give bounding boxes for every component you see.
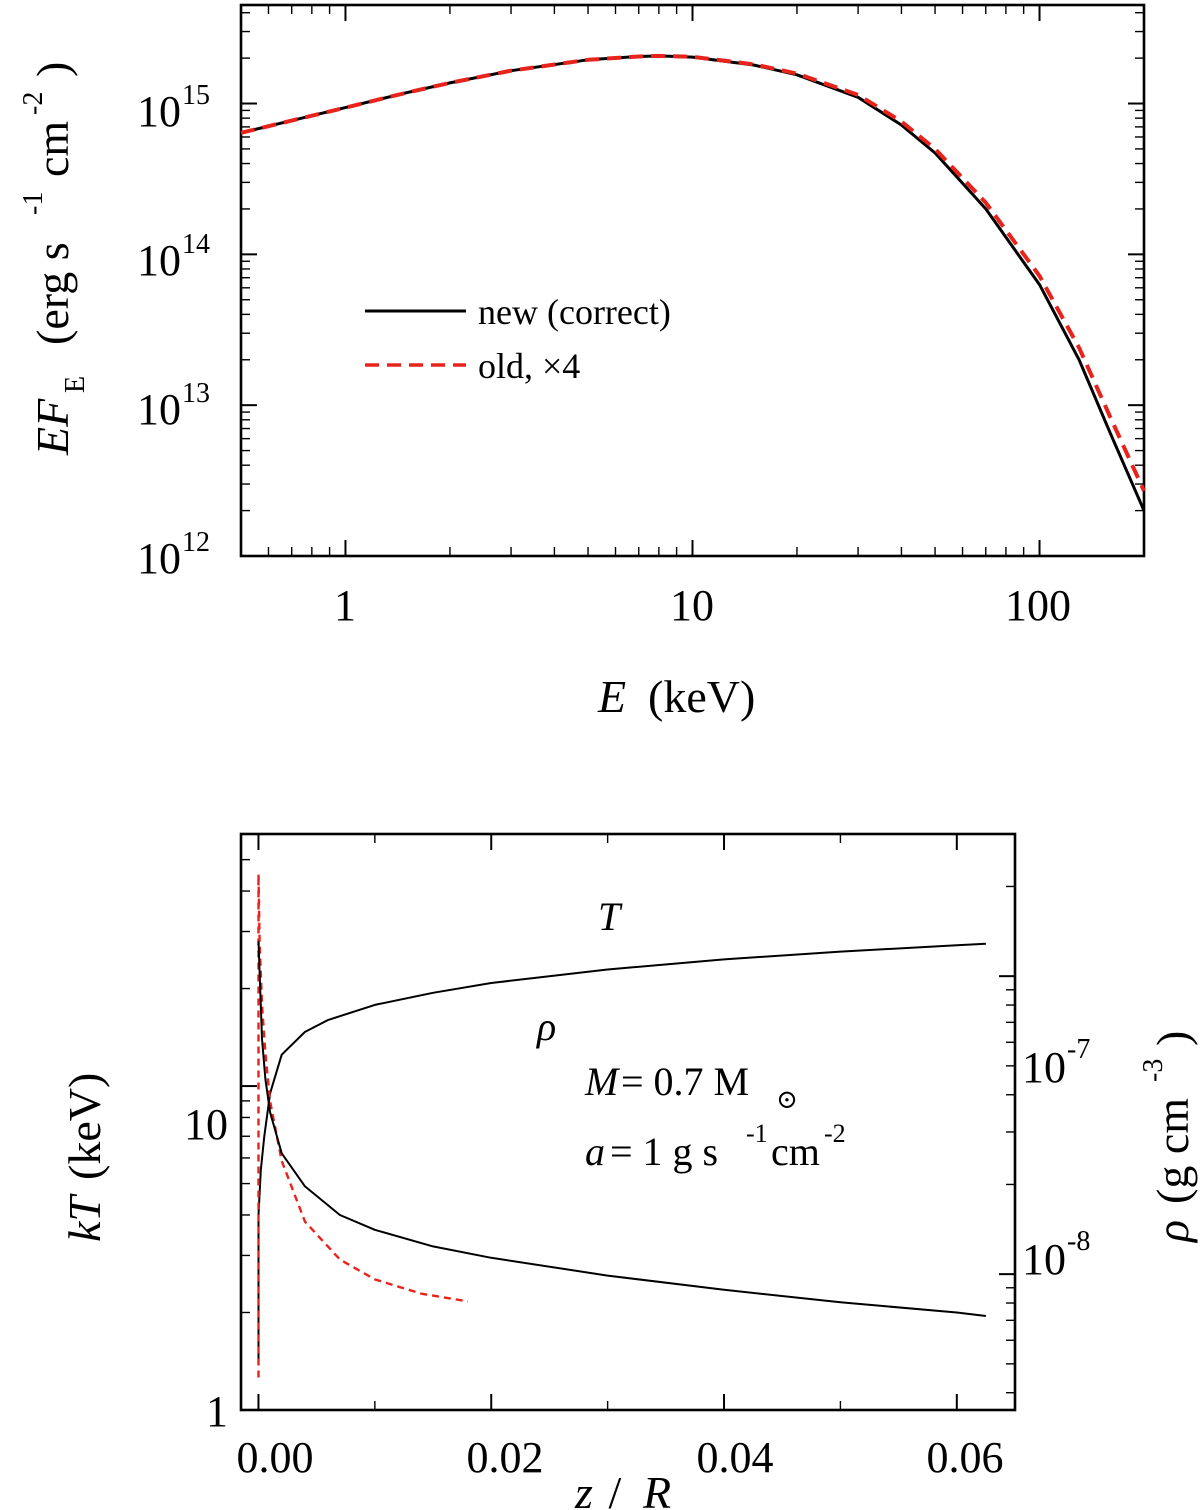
svg-text:= 0.7 M: = 0.7 M: [621, 1059, 749, 1104]
top-panel: 1 10 100 10 15 10 14 10 13 10 12 E (keV)…: [18, 3, 1146, 722]
svg-text:-1: -1: [18, 192, 49, 215]
bottom-right-ytick-label-1e-7: 10 -7: [1022, 1034, 1090, 1092]
svg-text:15: 15: [182, 80, 210, 111]
svg-text:EF: EF: [27, 398, 78, 456]
bottom-series-kT-upper: [257, 942, 986, 1363]
top-y-axis-label: EF E (erg s -1 cm -2 ): [18, 62, 91, 456]
svg-text:E: E: [60, 376, 91, 393]
top-ytick-label-1e15: 10 15: [137, 80, 210, 136]
svg-text:ρ: ρ: [1147, 1220, 1198, 1244]
top-xtick-label-1: 1: [334, 581, 356, 630]
bottom-xtick-label-0.04: 0.04: [697, 1433, 774, 1482]
svg-text:R: R: [642, 1467, 671, 1510]
svg-text:cm: cm: [771, 1129, 820, 1174]
top-x-axis-label: E (keV): [597, 671, 755, 722]
bottom-xtick-label-0: 0.00: [237, 1433, 314, 1482]
bottom-panel: 0.00 0.02 0.04 0.06 1 10 10 -7 10 -8 z /…: [59, 832, 1198, 1510]
svg-text:-8: -8: [1067, 1226, 1090, 1257]
annotation-rho-label: ρ: [535, 1004, 556, 1049]
svg-text:z: z: [574, 1467, 593, 1510]
bottom-xtick-label-0.02: 0.02: [467, 1433, 544, 1482]
top-series-old: [240, 53, 1146, 492]
svg-text:): ): [1147, 1031, 1198, 1046]
bottom-plot-frame: [239, 832, 1017, 1412]
bottom-series-rho: [257, 872, 469, 1378]
top-curves: [240, 53, 1146, 512]
legend-label-new: new (correct): [478, 292, 671, 332]
bottom-left-y-axis-label: kT (keV): [59, 1073, 110, 1242]
bottom-x-axis-label: z / R: [574, 1467, 671, 1510]
svg-text:10: 10: [137, 385, 181, 434]
svg-text:(keV): (keV): [648, 671, 755, 722]
bottom-curves: [257, 872, 987, 1378]
bottom-xtick-label-0.06: 0.06: [927, 1433, 1004, 1482]
svg-text:-2: -2: [18, 92, 49, 115]
svg-text:a: a: [585, 1129, 605, 1174]
top-plot-frame: [239, 3, 1146, 558]
svg-text:(g cm: (g cm: [1147, 1098, 1198, 1204]
svg-text:10: 10: [137, 87, 181, 136]
bottom-left-ytick-label-10: 10: [184, 1100, 228, 1149]
param-mass: M = 0.7 M ⊙: [584, 1059, 798, 1114]
svg-text:10: 10: [137, 534, 181, 583]
svg-text:= 1 g s: = 1 g s: [610, 1129, 718, 1174]
svg-text:⊙: ⊙: [776, 1085, 798, 1114]
svg-text:10: 10: [1022, 1043, 1066, 1092]
bottom-right-ytick-label-1e-8: 10 -8: [1022, 1226, 1090, 1284]
svg-text:cm: cm: [27, 121, 78, 177]
top-xtick-label-10: 10: [670, 581, 714, 630]
svg-text:/: /: [597, 1467, 633, 1510]
svg-text:kT: kT: [59, 1193, 110, 1242]
top-ticks: [240, 5, 1145, 557]
svg-text:-3: -3: [1138, 1059, 1169, 1082]
svg-text:10: 10: [137, 236, 181, 285]
annotation-T: T: [598, 894, 623, 939]
svg-text:13: 13: [182, 378, 210, 409]
svg-text:M: M: [584, 1059, 621, 1104]
svg-text:): ): [27, 62, 78, 77]
svg-text:14: 14: [182, 229, 210, 260]
param-accretion-rate: a = 1 g s -1 cm -2: [585, 1119, 846, 1174]
bottom-left-ytick-label-1: 1: [206, 1387, 228, 1436]
top-ytick-label-1e13: 10 13: [137, 378, 210, 434]
bottom-series-kT-lower: [257, 941, 987, 1317]
svg-text:12: 12: [182, 527, 210, 558]
svg-text:-7: -7: [1067, 1034, 1090, 1065]
svg-text:-2: -2: [824, 1119, 846, 1148]
top-ytick-label-1e14: 10 14: [137, 229, 210, 285]
top-series-new: [240, 54, 1146, 512]
bottom-right-y-axis-label: ρ (g cm -3 ): [1138, 1031, 1198, 1244]
top-ytick-label-1e12: 10 12: [137, 527, 210, 583]
svg-text:E: E: [597, 671, 626, 722]
svg-text:(erg s: (erg s: [27, 242, 78, 345]
svg-text:-1: -1: [746, 1119, 768, 1148]
bottom-ticks: [241, 833, 1015, 1411]
legend-label-old: old, ×4: [478, 346, 580, 386]
svg-text:10: 10: [1022, 1235, 1066, 1284]
svg-text:(keV): (keV): [59, 1073, 110, 1180]
top-xtick-label-100: 100: [1005, 581, 1071, 630]
top-legend: new (correct) old, ×4: [365, 292, 671, 386]
